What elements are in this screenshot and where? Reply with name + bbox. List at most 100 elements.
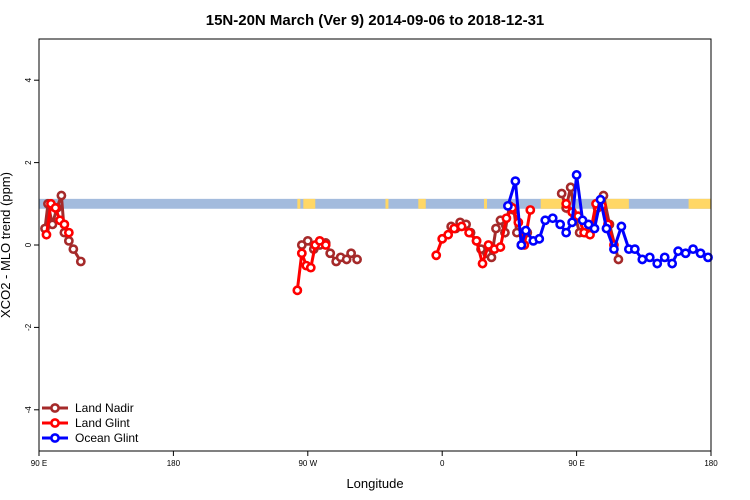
data-point [63, 235, 74, 246]
data-point [495, 242, 506, 252]
legend-marker [50, 418, 60, 428]
data-point [431, 250, 442, 261]
data-point [525, 205, 536, 215]
legend-label: Land Nadir [75, 401, 134, 415]
x-tick-label: 90 W [298, 459, 317, 468]
data-point [561, 227, 572, 238]
land-band-segment [540, 198, 568, 209]
legend-item: Land Glint [42, 416, 130, 430]
data-point [56, 190, 67, 201]
land-band-segment [418, 198, 426, 209]
data-point [629, 244, 640, 255]
data-point [644, 252, 655, 263]
data-point [688, 244, 698, 255]
legend-label: Ocean Glint [75, 431, 139, 445]
data-point [305, 262, 316, 273]
data-point [352, 254, 362, 265]
data-point [567, 217, 578, 228]
data-point [613, 254, 624, 265]
data-point [325, 248, 336, 259]
data-point [667, 258, 678, 269]
x-axis-ticks: 90 E 180 90 W 0 90 E 180 [31, 451, 718, 468]
data-point [637, 254, 648, 265]
data-point [595, 194, 606, 205]
ocean-band [39, 198, 711, 209]
data-point [510, 176, 521, 187]
data-point [695, 248, 706, 259]
y-axis-label: XCO2 - MLO trend (ppm) [0, 172, 13, 318]
data-point [59, 219, 70, 230]
data-point [443, 229, 454, 240]
data-point [41, 229, 52, 240]
land-ocean-band [39, 198, 711, 209]
data-point [555, 219, 566, 230]
data-point [491, 223, 501, 234]
x-tick-label: 0 [440, 459, 445, 468]
x-tick-label: 90 E [568, 459, 584, 468]
x-tick-label: 180 [704, 459, 718, 468]
data-point [302, 235, 313, 246]
series-land-nadir [40, 182, 624, 267]
plot-frame [38, 38, 712, 452]
land-band-segment [297, 198, 301, 209]
data-point [68, 244, 79, 255]
data-point [561, 198, 572, 209]
land-band-segment [385, 198, 389, 209]
x-tick-label: 180 [167, 459, 181, 468]
data-point [520, 225, 531, 236]
data-point [585, 229, 595, 240]
legend-marker [50, 433, 60, 443]
data-point [673, 246, 684, 257]
land-band-segment [606, 198, 629, 209]
land-band-segment [484, 198, 487, 209]
data-point [50, 203, 61, 213]
x-axis-label: Longitude [346, 476, 403, 491]
legend-label: Land Glint [75, 416, 130, 430]
data-point [516, 240, 527, 250]
data-point [486, 252, 497, 263]
land-band-segment [688, 198, 711, 209]
data-point [616, 221, 627, 232]
data-point [601, 223, 612, 234]
data-point [540, 215, 551, 226]
data-point [464, 227, 474, 238]
series-land-glint [41, 198, 619, 296]
data-point [292, 285, 303, 296]
data-point [609, 244, 619, 255]
data-point [659, 252, 670, 263]
series-layer [40, 170, 713, 296]
land-band-segment [303, 198, 316, 209]
data-point [456, 221, 467, 232]
data-point [703, 252, 713, 263]
data-point [571, 170, 582, 180]
data-point [449, 223, 460, 234]
data-point [652, 258, 663, 269]
data-point [547, 213, 558, 224]
data-point [565, 182, 576, 193]
chart-title: 15N-20N March (Ver 9) 2014-09-06 to 2018… [206, 12, 545, 29]
data-point [477, 258, 488, 269]
y-tick-label: 2 [24, 160, 33, 165]
data-point [556, 188, 567, 199]
y-axis-ticks: -4 -2 0 2 4 [24, 77, 39, 413]
data-point [503, 200, 513, 211]
data-point [501, 213, 512, 224]
data-point [680, 248, 691, 259]
y-tick-label: 4 [24, 77, 33, 82]
y-tick-label: 0 [24, 242, 33, 247]
data-point [47, 219, 58, 230]
data-point [534, 233, 545, 244]
data-point [341, 254, 352, 265]
data-point [589, 223, 600, 234]
data-point [471, 235, 482, 246]
y-tick-label: -4 [24, 406, 33, 414]
legend-item: Ocean Glint [42, 431, 139, 445]
data-point [296, 248, 307, 259]
legend-item: Land Nadir [42, 401, 134, 415]
data-point [63, 227, 74, 238]
series-ocean-glint [503, 170, 713, 269]
data-point [346, 248, 357, 259]
data-point [75, 256, 86, 267]
